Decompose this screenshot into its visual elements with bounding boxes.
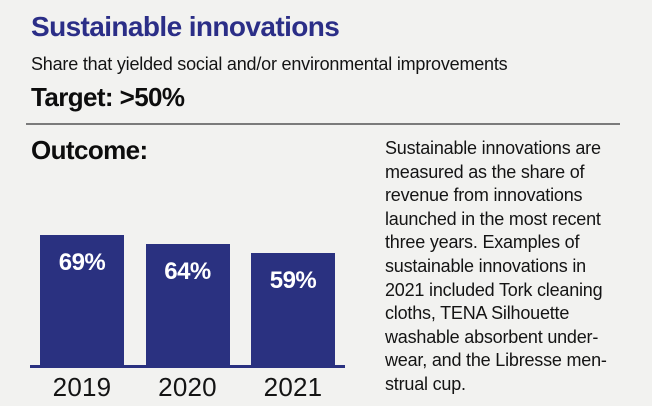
- description-line: washable absorbent under-: [385, 326, 599, 347]
- section-divider: [26, 123, 620, 125]
- description-line: cloths, TENA Silhouette: [385, 303, 570, 324]
- bar-value-label: 59%: [269, 267, 317, 294]
- bar-2019: 69%: [40, 235, 124, 365]
- bar-value-label: 64%: [164, 258, 211, 285]
- bar-value-label: 69%: [58, 249, 106, 276]
- x-axis-label-2021: 2021: [263, 372, 323, 402]
- description-line: Sustainable innovations are: [385, 138, 601, 158]
- bar-chart: 69% 64% 59% 2019 2020 2021: [30, 235, 345, 402]
- description-line: measured as the share of: [385, 161, 585, 182]
- page-title: Sustainable innovations: [31, 11, 340, 42]
- description-line: launched in the most recent: [385, 208, 601, 229]
- bar-2020: 64%: [145, 244, 230, 365]
- description-line: three years. Examples of: [385, 232, 580, 253]
- x-axis-labels: 2019 2020 2021: [30, 372, 345, 402]
- description-line: revenue from innovations: [385, 185, 583, 206]
- x-axis-label-2019: 2019: [52, 372, 112, 402]
- description-line: strual cup.: [385, 373, 466, 394]
- description-line: 2021 included Tork cleaning: [385, 279, 603, 300]
- outcome-heading: Outcome:: [31, 135, 148, 165]
- description-line: sustainable innovations in: [385, 255, 586, 276]
- x-axis-label-2020: 2020: [158, 372, 217, 402]
- page-subtitle: Share that yielded social and/or environ…: [31, 54, 508, 74]
- description-line: wear, and the Libresse men-: [385, 350, 607, 371]
- description-text: Sustainable innovations are measured as t…: [385, 125, 641, 399]
- target-value: Target: >50%: [31, 82, 185, 112]
- main-content: Outcome: 69% 64% 59% 2019 2020 2021 Sustaina…: [0, 125, 652, 402]
- x-axis-line: [30, 365, 345, 368]
- bar-2021: 59%: [251, 253, 335, 365]
- bars-row: 69% 64% 59%: [30, 235, 345, 365]
- chart-column: Outcome: 69% 64% 59% 2019 2020 2021: [0, 125, 385, 402]
